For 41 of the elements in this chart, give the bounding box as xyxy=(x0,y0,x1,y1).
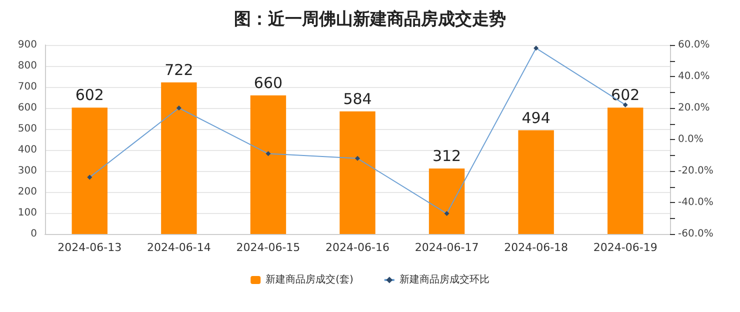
y2-tick-label: -60.0% xyxy=(678,228,714,240)
bar xyxy=(250,95,286,234)
data-label: 602 xyxy=(75,86,104,104)
bar xyxy=(608,108,644,234)
y-tick-label: 600 xyxy=(18,102,37,114)
y-tick-label: 400 xyxy=(18,144,37,156)
y2-tick-label: -20.0% xyxy=(678,166,714,176)
data-label: 312 xyxy=(432,146,462,165)
x-tick-label: 2024-06-17 xyxy=(414,241,479,254)
data-label: 602 xyxy=(611,86,640,104)
y2-tick-label: 40.0% xyxy=(678,71,710,82)
y-tick-label: 700 xyxy=(18,82,37,92)
y-tick-label: 900 xyxy=(18,40,37,50)
bar xyxy=(428,168,465,234)
x-tick-label: 2024-06-14 xyxy=(146,241,211,254)
legend-label: 新建商品房成交(套) xyxy=(266,274,354,286)
x-tick-label: 2024-06-16 xyxy=(326,241,390,254)
bar xyxy=(518,130,554,234)
y-tick-label: 0 xyxy=(30,228,37,240)
x-tick-label: 2024-06-15 xyxy=(236,241,300,254)
bar xyxy=(72,108,108,234)
x-tick-label: 2024-06-13 xyxy=(58,241,122,254)
data-label: 660 xyxy=(254,74,283,92)
bar xyxy=(340,111,376,234)
chart-title: 图：近一周佛山新建商品房成交走势 xyxy=(234,10,506,30)
x-tick-label: 2024-06-18 xyxy=(504,241,568,254)
data-label: 584 xyxy=(343,90,372,108)
y2-tick-label: 0.0% xyxy=(678,134,704,145)
legend-label: 新建商品房成交环比 xyxy=(399,274,490,286)
y-tick-label: 800 xyxy=(18,60,37,72)
bar xyxy=(161,82,197,234)
x-tick-label: 2024-06-19 xyxy=(593,241,658,254)
y2-tick-label: -40.0% xyxy=(678,197,714,208)
y2-tick-label: 60.0% xyxy=(678,40,710,50)
data-label: 722 xyxy=(164,60,194,79)
y-tick-label: 500 xyxy=(18,124,37,134)
y-tick-label: 300 xyxy=(18,166,37,176)
y2-tick-label: 20.0% xyxy=(678,102,710,114)
y-tick-label: 200 xyxy=(18,186,37,198)
data-label: 494 xyxy=(522,108,550,127)
y-tick-label: 100 xyxy=(18,208,37,218)
